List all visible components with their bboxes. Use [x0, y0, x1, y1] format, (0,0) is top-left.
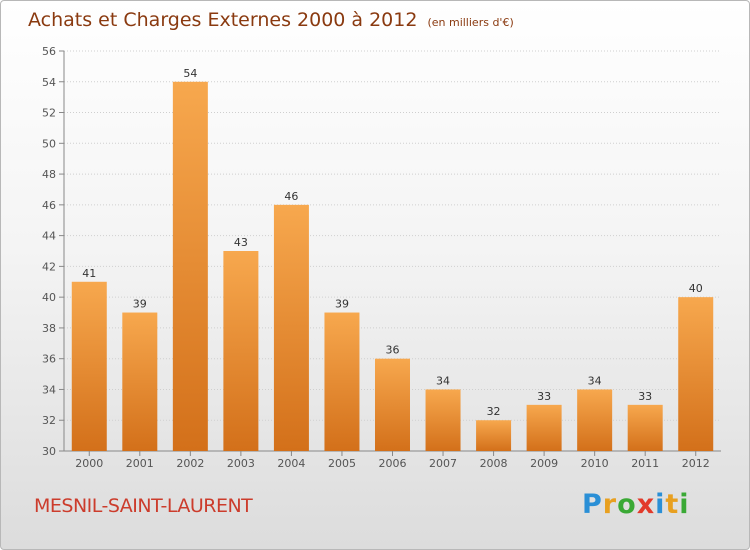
y-tick-label: 50	[42, 137, 56, 150]
x-tick-label: 2002	[176, 457, 204, 470]
bar	[425, 389, 461, 451]
bar	[476, 420, 512, 451]
y-tick-label: 44	[42, 230, 56, 243]
x-tick-label: 2001	[126, 457, 154, 470]
y-tick-label: 54	[42, 76, 56, 89]
x-tick-label: 2006	[379, 457, 407, 470]
chart-subtitle: (en milliers d'€)	[427, 16, 514, 29]
bar-value-label: 39	[133, 298, 147, 311]
y-tick-label: 52	[42, 107, 56, 120]
commune-name: MESNIL-SAINT-LAURENT	[34, 495, 253, 517]
logo-letter: r	[602, 489, 618, 520]
x-tick-label: 2009	[530, 457, 558, 470]
x-tick-label: 2003	[227, 457, 255, 470]
chart-title: Achats et Charges Externes 2000 à 2012 (e…	[28, 9, 514, 31]
bar-value-label: 36	[386, 344, 400, 357]
bar	[273, 204, 309, 451]
bar-value-label: 32	[487, 405, 501, 418]
bar-value-label: 34	[436, 374, 450, 387]
bar	[122, 312, 158, 451]
chart-title-text: Achats et Charges Externes 2000 à 2012	[28, 9, 418, 31]
bar-value-label: 33	[537, 390, 551, 403]
x-tick-label: 2012	[682, 457, 710, 470]
bar-value-label: 43	[234, 236, 248, 249]
bar	[627, 404, 663, 451]
y-tick-label: 42	[42, 260, 56, 273]
logo-letter: i	[679, 489, 690, 520]
bar	[678, 297, 714, 451]
y-tick-label: 46	[42, 199, 56, 212]
bars	[71, 81, 714, 452]
y-tick-label: 56	[42, 45, 56, 58]
bar	[223, 251, 259, 451]
proxiti-logo: Proxiti	[582, 489, 690, 520]
y-tick-label: 36	[42, 353, 56, 366]
y-tick-label: 40	[42, 291, 56, 304]
bar	[71, 281, 107, 451]
logo-letter: x	[636, 489, 656, 520]
logo-letter: o	[617, 489, 637, 520]
bar-value-label: 40	[689, 282, 703, 295]
y-tick-label: 38	[42, 322, 56, 335]
logo-letter: P	[582, 489, 603, 520]
y-tick-label: 34	[42, 383, 56, 396]
bar-value-label: 34	[588, 374, 602, 387]
x-tick-label: 2007	[429, 457, 457, 470]
y-tick-label: 30	[42, 445, 56, 458]
bar-value-label: 41	[82, 267, 96, 280]
y-tick-label: 32	[42, 414, 56, 427]
bar	[375, 358, 410, 451]
x-tick-label: 2005	[328, 457, 356, 470]
bar-value-label: 46	[284, 190, 298, 203]
bar	[526, 404, 562, 451]
bar-value-label: 33	[638, 390, 652, 403]
bar-labels: 41 39 54 43 46 39 36 34 32 33 34 33 40	[82, 67, 702, 418]
x-tick-label: 2008	[480, 457, 508, 470]
bar	[172, 81, 208, 452]
logo-letter: t	[665, 489, 680, 520]
bar	[324, 312, 360, 451]
logo-letter: i	[655, 489, 666, 520]
bar	[577, 389, 613, 451]
x-tick-label: 2000	[75, 457, 103, 470]
axes: 30 32 34 36 38 40 42 44 46 48 50 52 54 56 2000 2001 2002…	[42, 45, 721, 470]
x-tick-label: 2004	[277, 457, 305, 470]
x-tick-label: 2011	[631, 457, 659, 470]
y-tick-label: 48	[42, 168, 56, 181]
bar-value-label: 39	[335, 298, 349, 311]
x-tick-label: 2010	[581, 457, 609, 470]
bar-value-label: 54	[183, 67, 197, 80]
